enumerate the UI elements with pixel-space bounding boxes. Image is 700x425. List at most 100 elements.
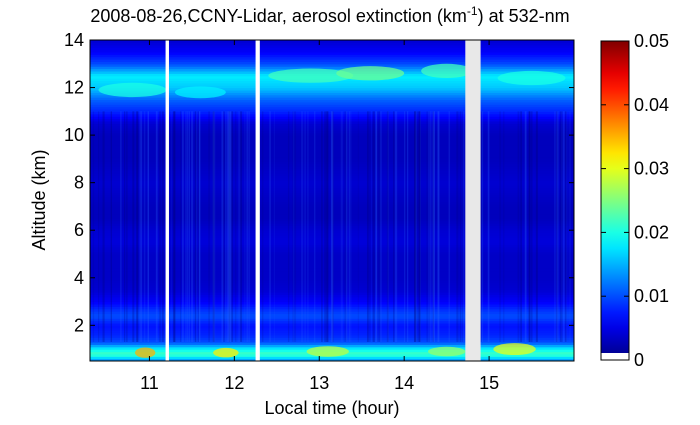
heatmap-blob [98, 82, 167, 98]
heatmap-stripe [556, 111, 559, 342]
heatmap-row [90, 125, 574, 129]
heatmap-row [90, 306, 574, 310]
x-tick-label: 12 [224, 373, 244, 393]
heatmap-stripe [139, 111, 142, 342]
heatmap-row [90, 268, 574, 272]
heatmap-stripe [481, 111, 484, 342]
title-suffix: ) at 532-nm [478, 6, 570, 26]
heatmap-row [90, 199, 574, 203]
heatmap-row [90, 87, 574, 91]
heatmap-row [90, 330, 574, 334]
heatmap-stripe [287, 111, 290, 342]
heatmap-stripe [102, 111, 105, 342]
heatmap-stripe [314, 111, 316, 342]
heatmap-stripe [98, 111, 100, 342]
heatmap-stripe [173, 111, 176, 342]
heatmap-stripe [556, 111, 558, 342]
heatmap-row [90, 158, 574, 162]
heatmap-stripe [555, 111, 557, 342]
heatmap-stripe [212, 111, 215, 342]
heatmap-row [90, 44, 574, 48]
heatmap-stripe [124, 111, 125, 342]
heatmap-row [90, 284, 574, 288]
heatmap-stripe [211, 111, 213, 342]
heatmap-row [90, 254, 574, 257]
heatmap-row [90, 163, 574, 167]
heatmap-row [90, 97, 574, 101]
heatmap-row [90, 287, 574, 291]
no-data-gaps [165, 40, 481, 361]
heatmap-row [90, 168, 574, 172]
heatmap-stripe [235, 111, 237, 342]
heatmap-row [90, 322, 574, 326]
heatmap-stripe [348, 111, 350, 342]
x-tick-label: 15 [479, 373, 499, 393]
heatmap-row [90, 104, 574, 108]
heatmap-stripe [229, 111, 231, 342]
heatmap-row [90, 137, 574, 141]
y-tick-label: 2 [74, 315, 84, 335]
heatmap-row [90, 339, 574, 343]
heatmap-blob [174, 86, 226, 99]
heatmap-stripe [415, 111, 417, 342]
heatmap-row [90, 244, 574, 248]
heatmap-stripe [292, 111, 295, 342]
heatmap-stripe [324, 111, 327, 342]
heatmap-stripe [194, 111, 197, 342]
heatmap-stripe [147, 111, 149, 342]
heatmap-row [90, 89, 574, 93]
heatmap-row [90, 177, 574, 181]
heatmap-row [90, 61, 574, 65]
heatmap-row [90, 66, 574, 70]
heatmap-row [90, 118, 574, 122]
heatmap-stripe [143, 111, 146, 342]
heatmap-row [90, 161, 574, 165]
colorbar-frame [600, 40, 630, 361]
heatmap-stripe [198, 111, 201, 342]
heatmap-row [90, 246, 574, 250]
heatmap-row [90, 325, 574, 329]
heatmap-row [90, 187, 574, 191]
colorbar-tick-label: 0 [634, 350, 644, 370]
heatmap-stripe [294, 111, 297, 342]
heatmap-stripe [462, 111, 465, 342]
heatmap-stripe [524, 111, 526, 342]
heatmap-stripe [185, 111, 187, 342]
heatmap-row [90, 42, 574, 46]
heatmap-stripe [528, 111, 531, 342]
heatmap-stripe [141, 111, 143, 342]
heatmap-stripe [530, 111, 533, 342]
heatmap-row [90, 106, 574, 110]
heatmap-stripe [379, 111, 382, 342]
heatmap-row [90, 239, 574, 243]
heatmap-row [90, 227, 574, 231]
heatmap-stripe [375, 111, 377, 342]
heatmap-row [90, 80, 574, 84]
y-tick-label: 4 [74, 268, 84, 288]
heatmap-row [90, 334, 574, 338]
heatmap-stripe [136, 111, 138, 342]
heatmap-row [90, 315, 574, 319]
heatmap-row [90, 277, 574, 281]
heatmap-row [90, 282, 574, 286]
heatmap-stripe [376, 111, 379, 342]
heatmap-stripe [195, 111, 198, 342]
heatmap-stripe [191, 111, 194, 342]
heatmap-stripe [239, 111, 243, 342]
heatmap-row [90, 170, 574, 174]
colorbar-tick-label: 0.02 [634, 222, 669, 242]
heatmap-row [90, 40, 574, 43]
heatmap-stripe [386, 111, 389, 342]
heatmap-row [90, 273, 574, 276]
heatmap-row [90, 232, 574, 236]
colorbar-zero-band [601, 353, 629, 360]
heatmap-stripe [420, 111, 422, 342]
heatmap-stripe [304, 111, 306, 342]
heatmap-rows [90, 40, 574, 361]
heatmap-row [90, 180, 574, 184]
heatmap-row [90, 63, 574, 67]
heatmap-stripe [525, 111, 527, 342]
heatmap-stripe [273, 111, 275, 342]
heatmap-row [90, 242, 574, 246]
heatmap-row [90, 332, 574, 336]
